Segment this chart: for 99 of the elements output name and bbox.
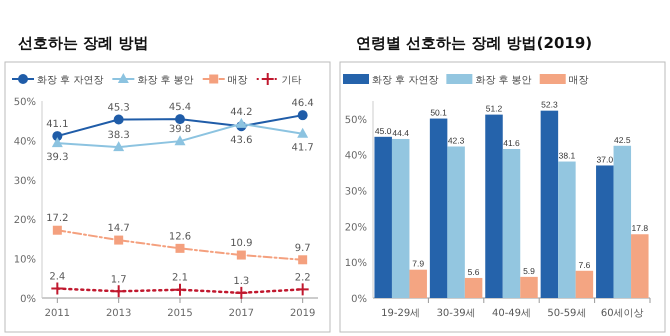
data-label: 51.2 — [486, 104, 503, 114]
data-label: 1.7 — [110, 274, 127, 286]
data-label: 44.2 — [230, 106, 252, 118]
point — [114, 236, 124, 245]
y-tick-label: 10% — [344, 258, 367, 270]
point — [114, 114, 124, 125]
point — [296, 282, 310, 296]
data-label: 5.9 — [523, 266, 536, 276]
y-tick-label: 0% — [20, 294, 36, 305]
bar — [409, 270, 427, 298]
data-label: 39.3 — [46, 152, 68, 164]
bar — [502, 148, 520, 298]
point — [236, 118, 247, 128]
legend-label: 화장 후 봉안 — [475, 75, 532, 86]
chart-title: 선호하는 장례 방법 — [18, 34, 148, 52]
data-label: 43.6 — [230, 135, 252, 146]
data-label: 41.1 — [46, 119, 68, 130]
y-tick-label: 40% — [344, 150, 367, 162]
data-label: 7.9 — [412, 258, 424, 269]
y-tick-label: 50% — [344, 114, 367, 126]
bar — [596, 165, 614, 298]
data-label: 45.0 — [374, 126, 392, 136]
point — [113, 141, 124, 152]
bar — [576, 270, 594, 298]
x-tick-label: 2013 — [106, 308, 132, 319]
chart-title: 연령별 선호하는 장례 방법(2019) — [356, 34, 592, 52]
bar — [374, 136, 392, 298]
y-tick-label: 10% — [14, 254, 36, 266]
data-label: 1.3 — [233, 276, 250, 287]
data-label: 14.7 — [108, 223, 130, 234]
point — [50, 282, 64, 296]
data-label: 39.8 — [168, 124, 192, 136]
data-label: 41.7 — [292, 142, 314, 154]
point — [52, 226, 62, 235]
bar — [540, 110, 558, 298]
bar — [558, 162, 576, 298]
x-tick-label: 2019 — [290, 308, 316, 319]
legend-label: 화장 후 자연장 — [37, 75, 104, 86]
point — [176, 244, 184, 253]
bar — [631, 234, 649, 298]
data-label: 42.3 — [448, 135, 465, 146]
data-label: 9.7 — [294, 242, 311, 254]
point — [112, 284, 126, 298]
data-label: 17.8 — [632, 223, 648, 234]
y-tick-label: 50% — [14, 97, 36, 108]
point — [52, 137, 63, 148]
y-tick-label: 30% — [14, 176, 36, 187]
data-label: 38.3 — [108, 130, 130, 142]
bar — [392, 138, 410, 298]
bar — [485, 114, 503, 298]
x-tick-label: 2011 — [44, 308, 70, 319]
point — [234, 286, 248, 300]
x-tick-label: 19-29세 — [381, 308, 420, 319]
data-label: 45.4 — [168, 102, 192, 114]
legend-label: 매장 — [228, 75, 248, 86]
bar — [614, 146, 632, 298]
point — [297, 128, 308, 138]
point — [174, 135, 186, 146]
x-tick-label: 30-39세 — [436, 308, 476, 319]
bar — [447, 146, 465, 298]
data-label: 2.1 — [172, 272, 188, 284]
data-label: 50.1 — [430, 108, 448, 118]
data-label: 2.4 — [49, 272, 66, 283]
y-tick-label: 40% — [14, 136, 36, 148]
data-label: 10.9 — [230, 238, 252, 250]
data-label: 52.3 — [541, 100, 558, 110]
legend-label: 매장 — [568, 75, 589, 86]
data-label: 42.5 — [614, 134, 631, 145]
point — [236, 250, 246, 260]
data-label: 5.6 — [468, 266, 480, 277]
x-tick-label: 50-59세 — [547, 308, 586, 319]
x-tick-label: 60세이상 — [600, 308, 644, 319]
x-tick-label: 2015 — [167, 308, 193, 319]
bar — [430, 118, 448, 298]
data-label: 46.4 — [292, 98, 314, 110]
y-tick-label: 20% — [14, 215, 36, 226]
x-tick-label: 2017 — [228, 308, 254, 319]
data-label: 44.4 — [392, 128, 410, 138]
point — [298, 110, 308, 120]
x-tick-label: 40-49세 — [492, 308, 532, 319]
y-tick-label: 30% — [344, 186, 367, 198]
data-label: 17.2 — [46, 213, 68, 224]
bar — [520, 276, 538, 298]
legend-label: 화장 후 봉안 — [137, 75, 194, 86]
point — [175, 114, 185, 124]
data-label: 7.6 — [578, 260, 591, 270]
data-label: 12.6 — [168, 231, 192, 242]
y-tick-label: 0% — [351, 294, 367, 305]
data-label: 38.1 — [558, 150, 576, 161]
point — [298, 255, 308, 264]
data-label: 45.3 — [108, 102, 130, 114]
y-tick-label: 20% — [344, 222, 367, 234]
legend-label: 화장 후 자연장 — [372, 75, 438, 86]
data-label: 41.6 — [503, 138, 520, 148]
data-label: 37.0 — [596, 154, 614, 164]
bar — [464, 278, 482, 298]
data-label: 2.2 — [294, 272, 311, 284]
legend-label: 기타 — [282, 75, 302, 86]
point — [173, 282, 187, 297]
